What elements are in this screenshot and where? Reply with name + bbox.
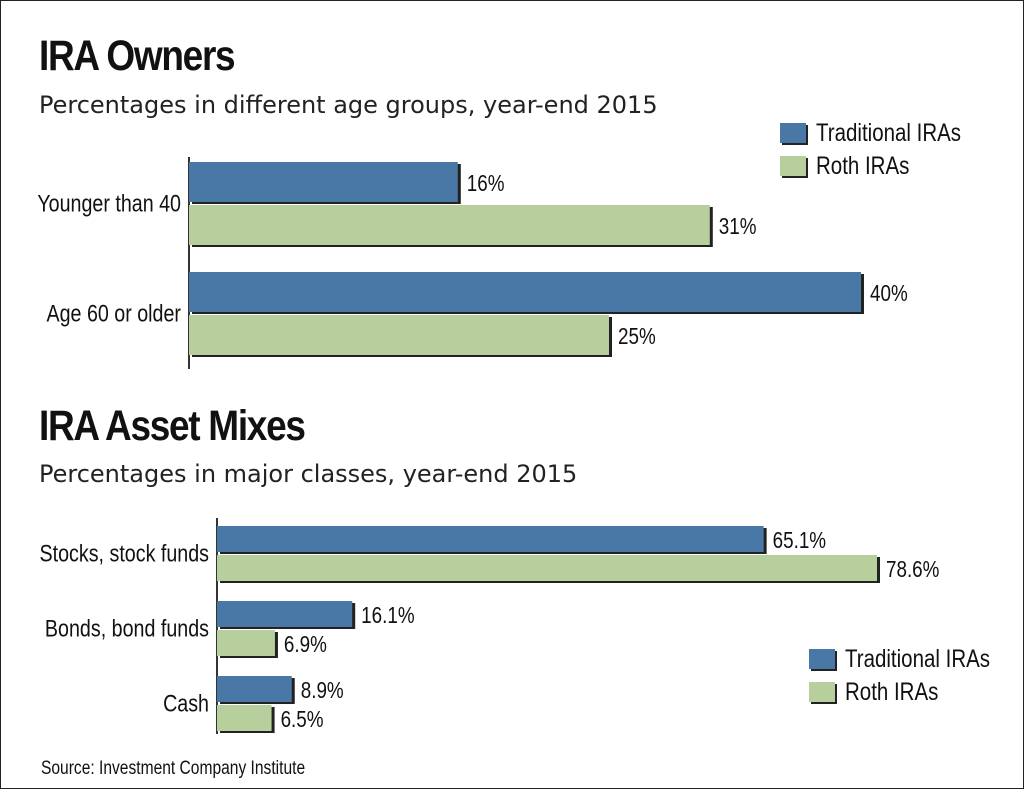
chart-2-subtitle: Percentages in major classes, year-end 2…: [39, 460, 578, 488]
legend-swatch-roth: [809, 682, 835, 702]
bar-value-label: 16%: [467, 171, 505, 196]
roth-ira-bar: [189, 315, 609, 355]
legend-swatch-traditional: [809, 649, 835, 669]
traditional-ira-bar: [189, 272, 861, 312]
bar-value-label: 65.1%: [773, 528, 826, 553]
traditional-ira-bar: [217, 526, 764, 552]
legend-label: Roth IRAs: [816, 151, 909, 179]
category-label: Age 60 or older: [46, 300, 181, 327]
legend-label: Traditional IRAs: [845, 644, 990, 672]
legend-swatch-traditional: [780, 123, 806, 143]
traditional-ira-bar: [217, 676, 292, 702]
roth-ira-bar: [217, 555, 877, 581]
legend-label: Traditional IRAs: [816, 118, 961, 146]
roth-ira-bar: [217, 705, 272, 731]
source-note: Source: Investment Company Institute: [41, 758, 306, 779]
legend-label: Roth IRAs: [845, 677, 938, 705]
traditional-ira-bar: [217, 601, 353, 627]
legend-swatch-roth: [780, 156, 806, 176]
ira-asset-mixes-chart: Stocks, stock funds 65.1% 78.6% Bonds, bond…: [40, 518, 990, 734]
chart-1-subtitle: Percentages in different age groups, yea…: [39, 91, 658, 119]
bar-value-label: 6.5%: [281, 707, 324, 732]
category-label: Cash: [163, 690, 209, 717]
bar-value-label: 25%: [618, 324, 656, 349]
roth-ira-bar: [217, 630, 275, 656]
chart-1-title: IRA Owners: [39, 32, 236, 80]
bar-value-label: 78.6%: [886, 557, 939, 582]
ira-owners-chart: Younger than 40 16% 31% Age 60 or older 40% 2…: [37, 118, 961, 369]
bar-value-label: 31%: [719, 214, 757, 239]
bar-value-label: 6.9%: [284, 632, 327, 657]
category-label: Younger than 40: [37, 190, 181, 217]
bar-value-label: 16.1%: [361, 603, 414, 628]
bar-value-label: 40%: [870, 281, 908, 306]
traditional-ira-bar: [189, 162, 458, 202]
roth-ira-bar: [189, 205, 710, 245]
category-label: Stocks, stock funds: [40, 540, 209, 567]
bar-value-label: 8.9%: [301, 678, 344, 703]
chart-2-title: IRA Asset Mixes: [39, 402, 306, 450]
category-label: Bonds, bond funds: [45, 615, 209, 642]
